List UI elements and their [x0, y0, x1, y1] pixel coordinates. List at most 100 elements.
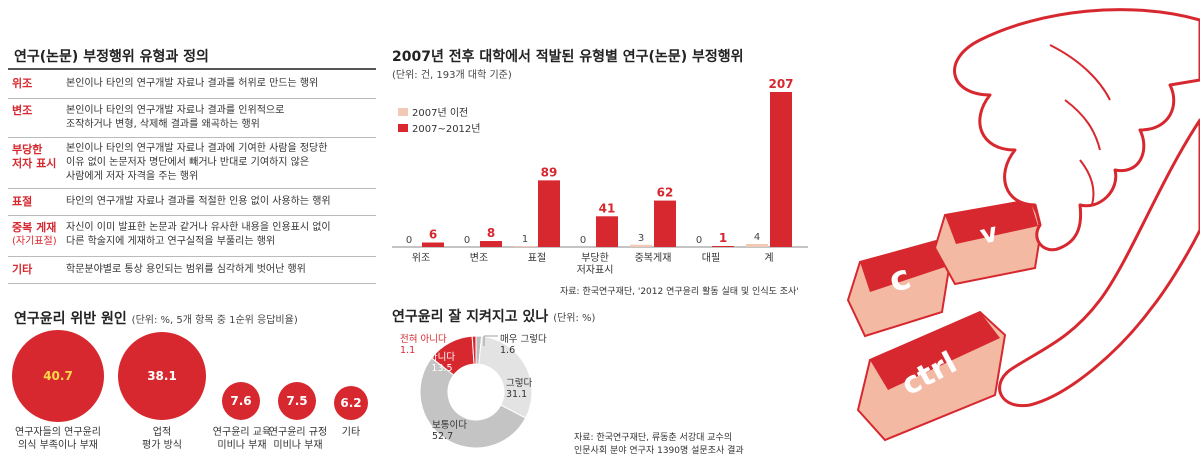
- causes-subtitle: (단위: %, 5개 항목 중 1순위 응답비율): [131, 315, 298, 326]
- donut-source: 자료: 한국연구재단, 류동춘 서강대 교수의 인문사회 분야 연구자 1390명…: [574, 433, 744, 456]
- legend-swatch: [398, 108, 408, 116]
- donut-slice: [478, 335, 533, 419]
- bar: [480, 241, 502, 247]
- definition-desc: 학문분야별로 통상 용인되는 범위를 심각하게 벗어난 행위: [66, 264, 306, 275]
- cause-value: 38.1: [147, 369, 177, 383]
- donut-slice: [419, 357, 527, 449]
- definition-term: 위조: [12, 77, 33, 90]
- definition-term: 표절: [12, 195, 33, 208]
- cause-value: 6.2: [340, 396, 362, 410]
- bar-value-label: 1: [522, 234, 528, 245]
- bar-chart-legend: 2007년 이전 2007~2012년: [398, 107, 480, 135]
- cause-bubble: 7.6: [222, 382, 260, 420]
- bar: [712, 246, 734, 247]
- definition-desc: 본인이나 타인의 연구개발 자료나 결과를 허위로 만드는 행위: [66, 78, 319, 89]
- bar-category-label: 부당한: [581, 252, 609, 264]
- bar: [596, 216, 618, 247]
- c-key: c: [846, 238, 952, 338]
- donut-label: 52.7: [432, 431, 453, 442]
- cause-bubble: 38.1: [118, 332, 206, 420]
- cause-label: 기타: [341, 427, 361, 438]
- definition-desc: 자신이 이미 발표한 논문과 같거나 유사한 내용을 인용표시 없이 다른 학술지…: [66, 222, 331, 247]
- v-key-label: v: [977, 218, 1001, 251]
- definition-row: 부당한 저자 표시 본인이나 타인의 연구개발 자료나 결과에 기여한 사람을 정…: [8, 138, 376, 189]
- cause-value: 7.5: [286, 394, 308, 408]
- donut-label: 전혀 아니다: [400, 334, 447, 345]
- donut-label: 31.1: [506, 389, 527, 400]
- bar-value-label: 0: [696, 235, 702, 246]
- finger-crease-lines: [1049, 44, 1111, 206]
- bar-value-label: 89: [541, 165, 558, 179]
- bar-value-label: 62: [657, 186, 674, 200]
- cause-bubble: 40.7: [12, 330, 104, 422]
- definition-term: 부당한 저자 표시: [12, 143, 57, 170]
- donut-unit: (단위: %): [553, 313, 596, 324]
- cause-bubble: 6.2: [334, 386, 368, 420]
- bar: [770, 92, 792, 247]
- donut-label: 매우 그렇다: [500, 334, 547, 345]
- bar-category-label: 저자표시: [577, 264, 614, 276]
- definition-desc: 타인의 연구개발 자료나 결과를 적절한 인용 없이 사용하는 행위: [66, 196, 331, 207]
- definition-desc: 본인이나 타인의 연구개발 자료나 결과를 인위적으로 조작하거나 변형, 삭제해…: [66, 105, 285, 130]
- bar: [538, 180, 560, 247]
- definition-term: 기타: [12, 263, 33, 276]
- cause-label: 연구윤리 규정 미비나 부재: [268, 427, 328, 451]
- bar-value-label: 207: [768, 77, 793, 91]
- cause-bubble: 7.5: [278, 382, 316, 420]
- bar: [654, 200, 676, 247]
- bar: [746, 244, 768, 247]
- bar: [514, 246, 536, 247]
- donut-label: 13.5: [431, 363, 452, 374]
- cause-label: 업적 평가 방식: [142, 427, 182, 451]
- bar-chart-unit: (단위: 건, 193개 대학 기준): [392, 70, 512, 81]
- bar-chart-source: 자료: 한국연구재단, '2012 연구윤리 활동 실태 및 인식도 조사': [560, 287, 799, 297]
- definition-term: 중복 게재 (자기표절): [12, 221, 57, 247]
- bar-value-label: 1: [719, 231, 727, 245]
- cause-label: 연구윤리 교육 미비나 부재: [212, 427, 272, 451]
- legend-label: 2007~2012년: [412, 123, 480, 135]
- definition-row: 위조 본인이나 타인의 연구개발 자료나 결과를 허위로 만드는 행위: [8, 70, 376, 99]
- definitions-title: 연구(논문) 부정행위 유형과 정의: [14, 49, 209, 65]
- bar-category-label: 위조: [412, 251, 430, 264]
- bar-value-label: 4: [754, 232, 760, 243]
- bar-value-label: 41: [599, 201, 616, 215]
- cause-label: 연구자들의 연구윤리 의식 부족이나 부재: [15, 427, 101, 451]
- donut-slice: [471, 335, 477, 365]
- definition-term: 변조: [12, 104, 33, 117]
- definition-row: 표절 타인의 연구개발 자료나 결과를 적절한 인용 없이 사용하는 행위: [8, 189, 376, 216]
- bar-value-label: 0: [580, 235, 586, 246]
- bar-value-label: 3: [638, 233, 644, 244]
- donut-label: 아니다: [429, 352, 455, 363]
- bar-category-label: 표절: [528, 251, 546, 264]
- hand-outline: [953, 8, 1200, 408]
- definition-desc: 본인이나 타인의 연구개발 자료나 결과에 기여한 사람을 정당한 이유 없이 논…: [66, 143, 328, 182]
- ctrl-key: ctrl: [856, 310, 1007, 442]
- bar: [422, 242, 444, 247]
- definition-row: 중복 게재 (자기표절) 자신이 이미 발표한 논문과 같거나 유사한 내용을 인…: [8, 216, 376, 257]
- bar-category-label: 대필: [702, 252, 720, 264]
- bar-category-label: 계: [764, 252, 773, 264]
- bar-value-label: 0: [406, 235, 412, 246]
- bar-value-label: 6: [429, 228, 437, 242]
- donut-label: 보통이다: [432, 420, 467, 431]
- donut-label: 1.6: [500, 345, 515, 356]
- definition-row: 기타 학문분야별로 통상 용인되는 범위를 심각하게 벗어난 행위: [8, 257, 376, 284]
- v-key: v: [933, 198, 1044, 286]
- donut-title: 연구윤리 잘 지켜지고 있나 (단위: %): [392, 309, 596, 325]
- cause-value: 7.6: [230, 394, 252, 408]
- bar-chart-title: 2007년 전후 대학에서 적발된 유형별 연구(논문) 부정행위: [392, 49, 744, 65]
- definitions-table: 위조 본인이나 타인의 연구개발 자료나 결과를 허위로 만드는 행위 변조 본…: [8, 68, 376, 284]
- legend-swatch: [398, 124, 408, 132]
- causes-title: 연구윤리 위반 원인 (단위: %, 5개 항목 중 1순위 응답비율): [14, 311, 298, 327]
- cause-value: 40.7: [43, 369, 73, 383]
- bar-category-label: 중복게재: [635, 252, 672, 264]
- bar-category-label: 변조: [470, 252, 488, 264]
- bar-value-label: 8: [487, 226, 495, 240]
- keyboard-hand-illustration: ctrl c v: [846, 8, 1200, 442]
- donut-label: 그렇다: [506, 378, 532, 389]
- donut-label: 1.1: [400, 345, 415, 356]
- bar: [630, 244, 652, 247]
- bar-value-label: 0: [464, 235, 470, 246]
